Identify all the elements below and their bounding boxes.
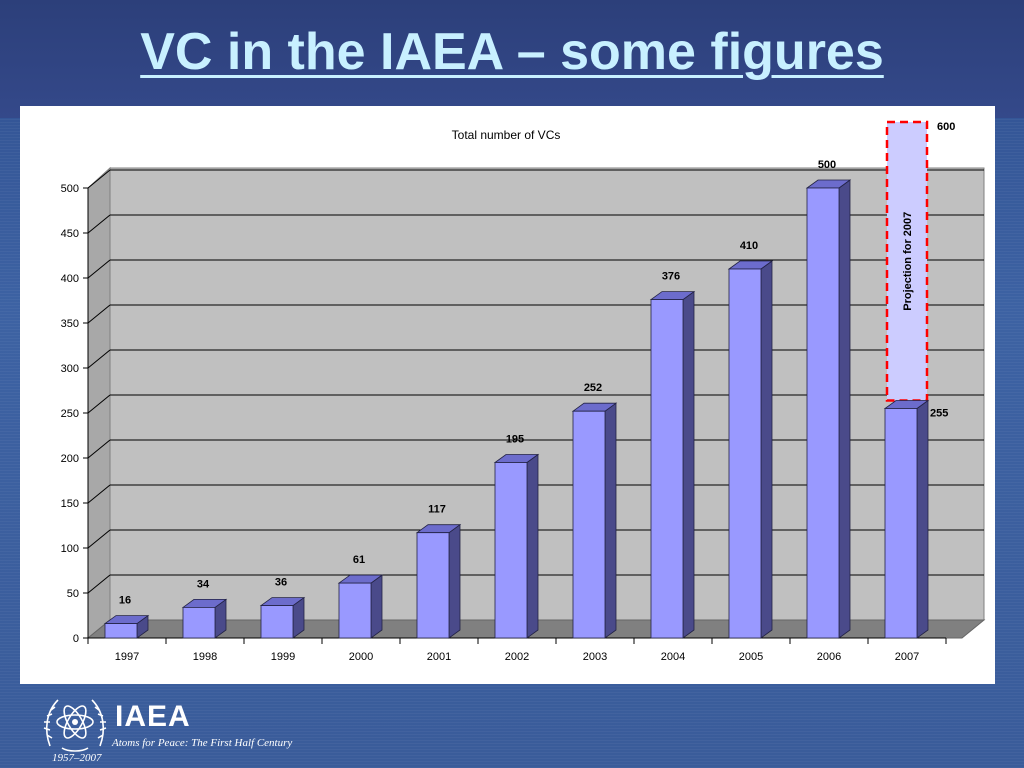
org-tagline: Atoms for Peace: The First Half Century [112, 737, 293, 749]
x-tick-label: 2000 [349, 651, 373, 663]
bar [260, 605, 294, 639]
bar [416, 532, 450, 639]
y-tick-label: 200 [61, 453, 79, 465]
slide-title: VC in the IAEA – some figures [140, 23, 884, 81]
y-tick-label: 0 [73, 633, 79, 645]
plot-side-wall [87, 166, 111, 640]
bar [884, 408, 918, 639]
y-tick-label: 150 [61, 498, 79, 510]
data-label: 61 [353, 554, 365, 566]
chart-title: Total number of VCs [452, 128, 561, 142]
bar [806, 187, 840, 639]
bar-side [448, 523, 461, 639]
plot-back-wall [109, 167, 985, 621]
y-tick-label: 100 [61, 543, 79, 555]
y-tick-label: 350 [61, 318, 79, 330]
bar-side [682, 290, 695, 639]
data-label: 410 [740, 240, 758, 252]
projection-label: Projection for 2007 [902, 212, 914, 311]
x-tick-label: 2007 [895, 651, 919, 663]
x-tick-label: 2004 [661, 651, 685, 663]
y-tick-label: 500 [61, 183, 79, 195]
data-label: 500 [818, 159, 836, 171]
chart-panel: 0 50 100 150 200 250 300 350 400 450 500 Total numb… [20, 106, 995, 684]
data-label: 195 [506, 434, 524, 446]
x-tick-label: 1999 [271, 651, 295, 663]
bar [338, 582, 372, 639]
bar-side [604, 402, 617, 639]
x-tick-label: 2006 [817, 651, 841, 663]
gridline-side [87, 169, 111, 189]
bar [728, 268, 762, 639]
y-tick-label: 400 [61, 273, 79, 285]
bar [572, 410, 606, 639]
data-label: 252 [584, 382, 602, 394]
bar-side [526, 453, 539, 639]
gridline-side [87, 349, 111, 369]
title-band [0, 0, 1024, 118]
footer: IAEA Atoms for Peace: The First Half Cen… [40, 690, 360, 768]
gridline-side [87, 259, 111, 279]
bar-side [916, 399, 929, 639]
gridline-side [87, 304, 111, 324]
iaea-emblem-icon [43, 699, 107, 752]
y-tick-label: 300 [61, 363, 79, 375]
bar [494, 462, 528, 639]
data-label: 36 [275, 577, 287, 589]
projection-value-label: 600 [937, 121, 955, 133]
gridline-side [87, 439, 111, 459]
y-tick-label: 450 [61, 228, 79, 240]
bar-side [838, 179, 851, 639]
x-tick-label: 2003 [583, 651, 607, 663]
bar-side [370, 574, 383, 639]
gridline-side [87, 484, 111, 504]
projection-box [885, 120, 929, 402]
y-tick-label: 50 [67, 588, 79, 600]
bar [104, 623, 138, 639]
x-tick-label: 1997 [115, 651, 139, 663]
x-tick-label: 1998 [193, 651, 217, 663]
org-name: IAEA [115, 700, 191, 733]
data-label: 376 [662, 271, 680, 283]
bar-chart: 0 50 100 150 200 250 300 350 400 450 500 Total numb… [61, 120, 986, 663]
x-tick-label: 2001 [427, 651, 451, 663]
bar-side [760, 260, 773, 639]
org-years: 1957–2007 [52, 752, 102, 764]
gridline-side [87, 529, 111, 549]
data-label: 34 [197, 578, 210, 590]
bar [182, 606, 216, 639]
data-label: 16 [119, 595, 131, 607]
y-tick-label: 250 [61, 408, 79, 420]
data-label: 117 [428, 504, 446, 516]
x-tick-label: 2002 [505, 651, 529, 663]
gridline-side [87, 394, 111, 414]
gridline-side [87, 214, 111, 234]
data-label: 255 [930, 408, 948, 420]
gridline-side [87, 574, 111, 594]
bar [650, 299, 684, 639]
x-tick-label: 2005 [739, 651, 763, 663]
